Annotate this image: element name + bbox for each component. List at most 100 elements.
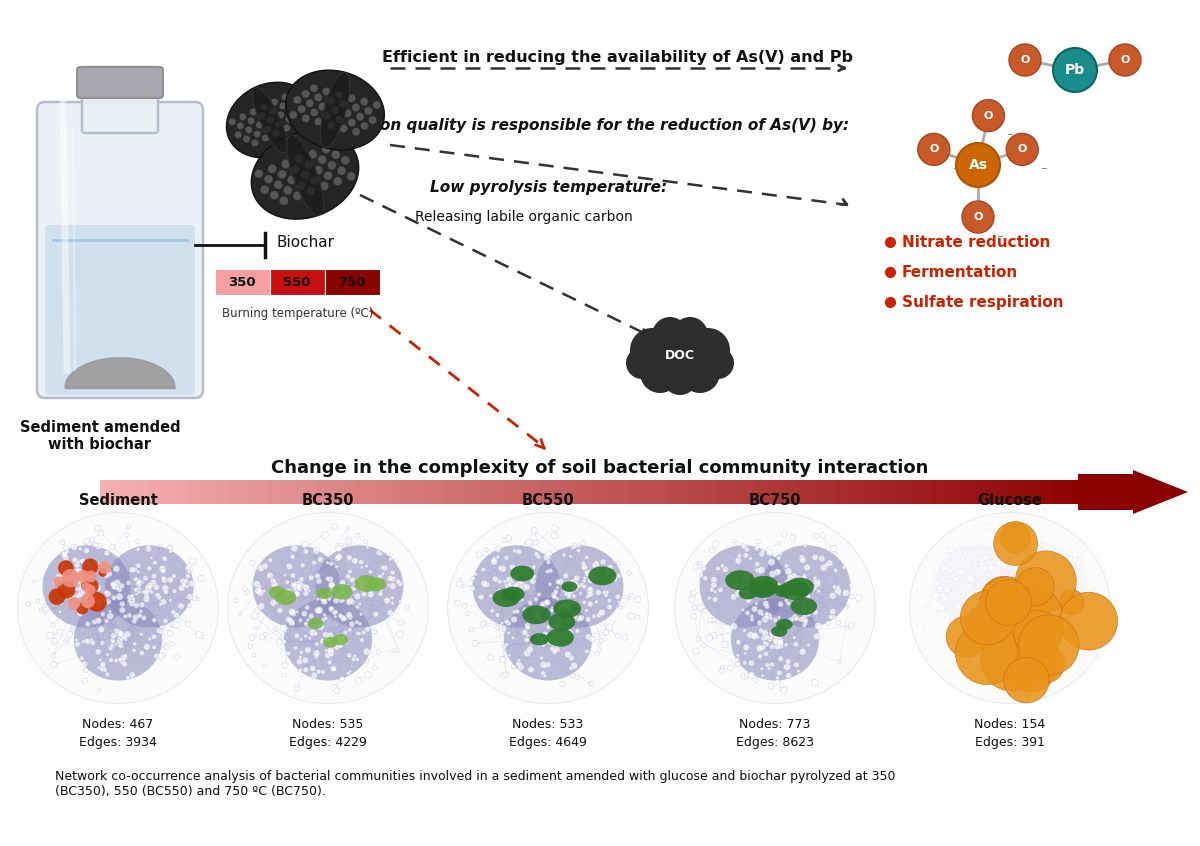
Circle shape xyxy=(521,582,526,588)
Circle shape xyxy=(247,118,254,124)
Circle shape xyxy=(158,544,162,547)
Circle shape xyxy=(95,525,101,531)
Circle shape xyxy=(350,600,355,604)
Circle shape xyxy=(355,583,359,586)
Text: Efficient in reducing the availability of As(V) and Pb: Efficient in reducing the availability o… xyxy=(383,50,853,65)
Circle shape xyxy=(360,638,364,642)
Circle shape xyxy=(163,645,169,650)
Circle shape xyxy=(376,650,380,654)
Circle shape xyxy=(618,601,620,603)
Circle shape xyxy=(784,663,791,670)
Circle shape xyxy=(524,637,529,642)
Circle shape xyxy=(1028,612,1034,618)
FancyBboxPatch shape xyxy=(46,225,194,395)
Circle shape xyxy=(584,570,590,577)
Circle shape xyxy=(769,617,773,620)
Circle shape xyxy=(288,608,295,615)
Circle shape xyxy=(98,658,102,662)
Circle shape xyxy=(740,584,744,586)
Ellipse shape xyxy=(725,570,755,591)
Bar xyxy=(610,480,619,504)
Circle shape xyxy=(97,689,101,692)
Bar xyxy=(757,480,767,504)
Circle shape xyxy=(304,622,308,626)
Circle shape xyxy=(959,586,962,591)
Circle shape xyxy=(300,638,302,641)
Circle shape xyxy=(574,618,576,621)
Circle shape xyxy=(546,636,550,640)
Circle shape xyxy=(124,631,131,638)
Circle shape xyxy=(511,664,516,669)
Circle shape xyxy=(992,595,1000,602)
Circle shape xyxy=(503,580,506,584)
Circle shape xyxy=(121,634,127,640)
Circle shape xyxy=(281,590,287,596)
Circle shape xyxy=(1003,627,1007,631)
Circle shape xyxy=(750,618,754,622)
Circle shape xyxy=(1004,534,1009,538)
Circle shape xyxy=(769,630,775,637)
Circle shape xyxy=(290,97,298,105)
Circle shape xyxy=(368,570,372,574)
Circle shape xyxy=(696,636,701,641)
Circle shape xyxy=(499,565,506,572)
Circle shape xyxy=(1060,614,1063,618)
Circle shape xyxy=(124,654,127,658)
Circle shape xyxy=(380,565,384,569)
Circle shape xyxy=(736,558,742,564)
Circle shape xyxy=(967,661,971,664)
Circle shape xyxy=(979,581,983,585)
Circle shape xyxy=(136,563,140,569)
Circle shape xyxy=(966,631,970,634)
Circle shape xyxy=(310,629,316,636)
Circle shape xyxy=(948,580,952,583)
Circle shape xyxy=(302,114,310,123)
Circle shape xyxy=(366,660,370,663)
Circle shape xyxy=(1000,650,1006,656)
Circle shape xyxy=(977,645,983,651)
Circle shape xyxy=(727,665,733,671)
Circle shape xyxy=(731,623,737,629)
Circle shape xyxy=(487,655,493,660)
Circle shape xyxy=(734,591,740,597)
Circle shape xyxy=(784,594,787,597)
Circle shape xyxy=(74,568,82,574)
Circle shape xyxy=(1032,576,1037,582)
Circle shape xyxy=(781,630,785,634)
Circle shape xyxy=(314,166,323,174)
Circle shape xyxy=(619,606,622,608)
Circle shape xyxy=(761,589,766,593)
Circle shape xyxy=(50,654,55,658)
Circle shape xyxy=(755,546,760,551)
Circle shape xyxy=(331,151,340,159)
Circle shape xyxy=(320,182,329,190)
Bar xyxy=(257,480,266,504)
Circle shape xyxy=(82,582,91,592)
Bar xyxy=(570,480,581,504)
Bar xyxy=(394,480,403,504)
Circle shape xyxy=(962,614,968,620)
Circle shape xyxy=(1032,607,1037,613)
Circle shape xyxy=(586,595,589,599)
Circle shape xyxy=(310,666,316,672)
Circle shape xyxy=(107,613,114,619)
Circle shape xyxy=(790,535,796,541)
Circle shape xyxy=(539,637,544,642)
Circle shape xyxy=(1025,580,1030,584)
Circle shape xyxy=(347,555,353,561)
Circle shape xyxy=(1036,584,1038,587)
Circle shape xyxy=(295,610,299,613)
Circle shape xyxy=(172,610,175,614)
Bar xyxy=(688,480,698,504)
Bar xyxy=(786,480,796,504)
Circle shape xyxy=(496,613,499,618)
Circle shape xyxy=(178,603,184,609)
Circle shape xyxy=(1044,594,1050,601)
Circle shape xyxy=(379,588,383,592)
Circle shape xyxy=(275,120,282,128)
Circle shape xyxy=(952,642,955,646)
Circle shape xyxy=(826,621,830,626)
Circle shape xyxy=(346,600,352,605)
Circle shape xyxy=(340,584,346,590)
Bar xyxy=(962,480,972,504)
